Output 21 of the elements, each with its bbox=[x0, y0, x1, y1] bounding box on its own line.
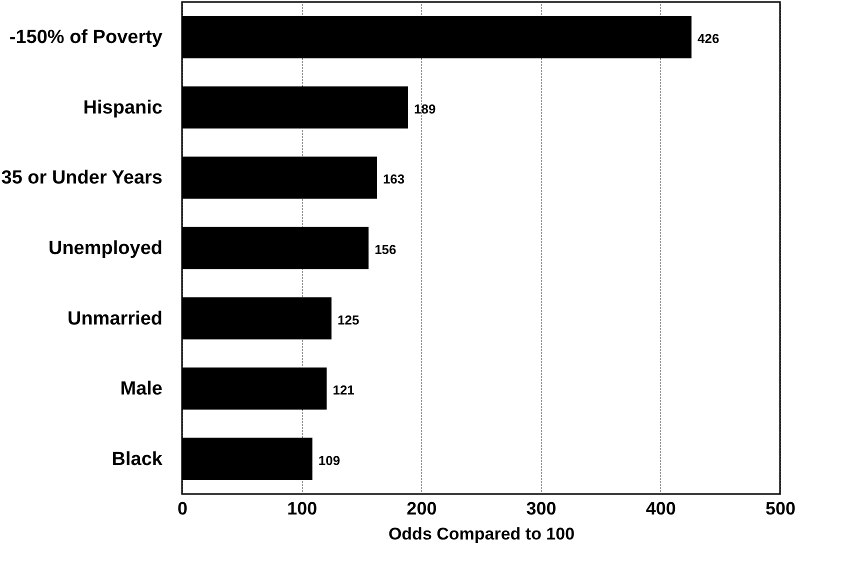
x-tick-label: 0 bbox=[177, 498, 188, 518]
data-label: 125 bbox=[338, 312, 360, 328]
y-tick-label: -150% of Poverty bbox=[9, 27, 163, 48]
data-label: 109 bbox=[318, 452, 340, 468]
x-tick-label: 300 bbox=[526, 498, 556, 518]
y-tick-label: Black bbox=[112, 448, 163, 470]
x-tick-label: 200 bbox=[406, 498, 437, 518]
y-tick-label: Unmarried bbox=[67, 308, 162, 330]
data-label: 121 bbox=[332, 382, 354, 398]
data-label: 156 bbox=[374, 242, 396, 257]
x-axis-title: Odds Compared to 100 bbox=[388, 524, 575, 544]
y-tick-label: Male bbox=[120, 378, 162, 400]
x-tick-label: 400 bbox=[646, 498, 676, 518]
x-tick-label: 500 bbox=[765, 498, 796, 518]
y-tick-label: 35 or Under Years bbox=[1, 168, 162, 189]
y-tick-label: Hispanic bbox=[83, 97, 163, 118]
x-tick-label: 100 bbox=[287, 498, 318, 518]
y-tick-label: Unemployed bbox=[48, 238, 162, 259]
data-label: 426 bbox=[697, 31, 720, 46]
data-label: 189 bbox=[414, 101, 436, 116]
data-label: 163 bbox=[382, 172, 405, 187]
